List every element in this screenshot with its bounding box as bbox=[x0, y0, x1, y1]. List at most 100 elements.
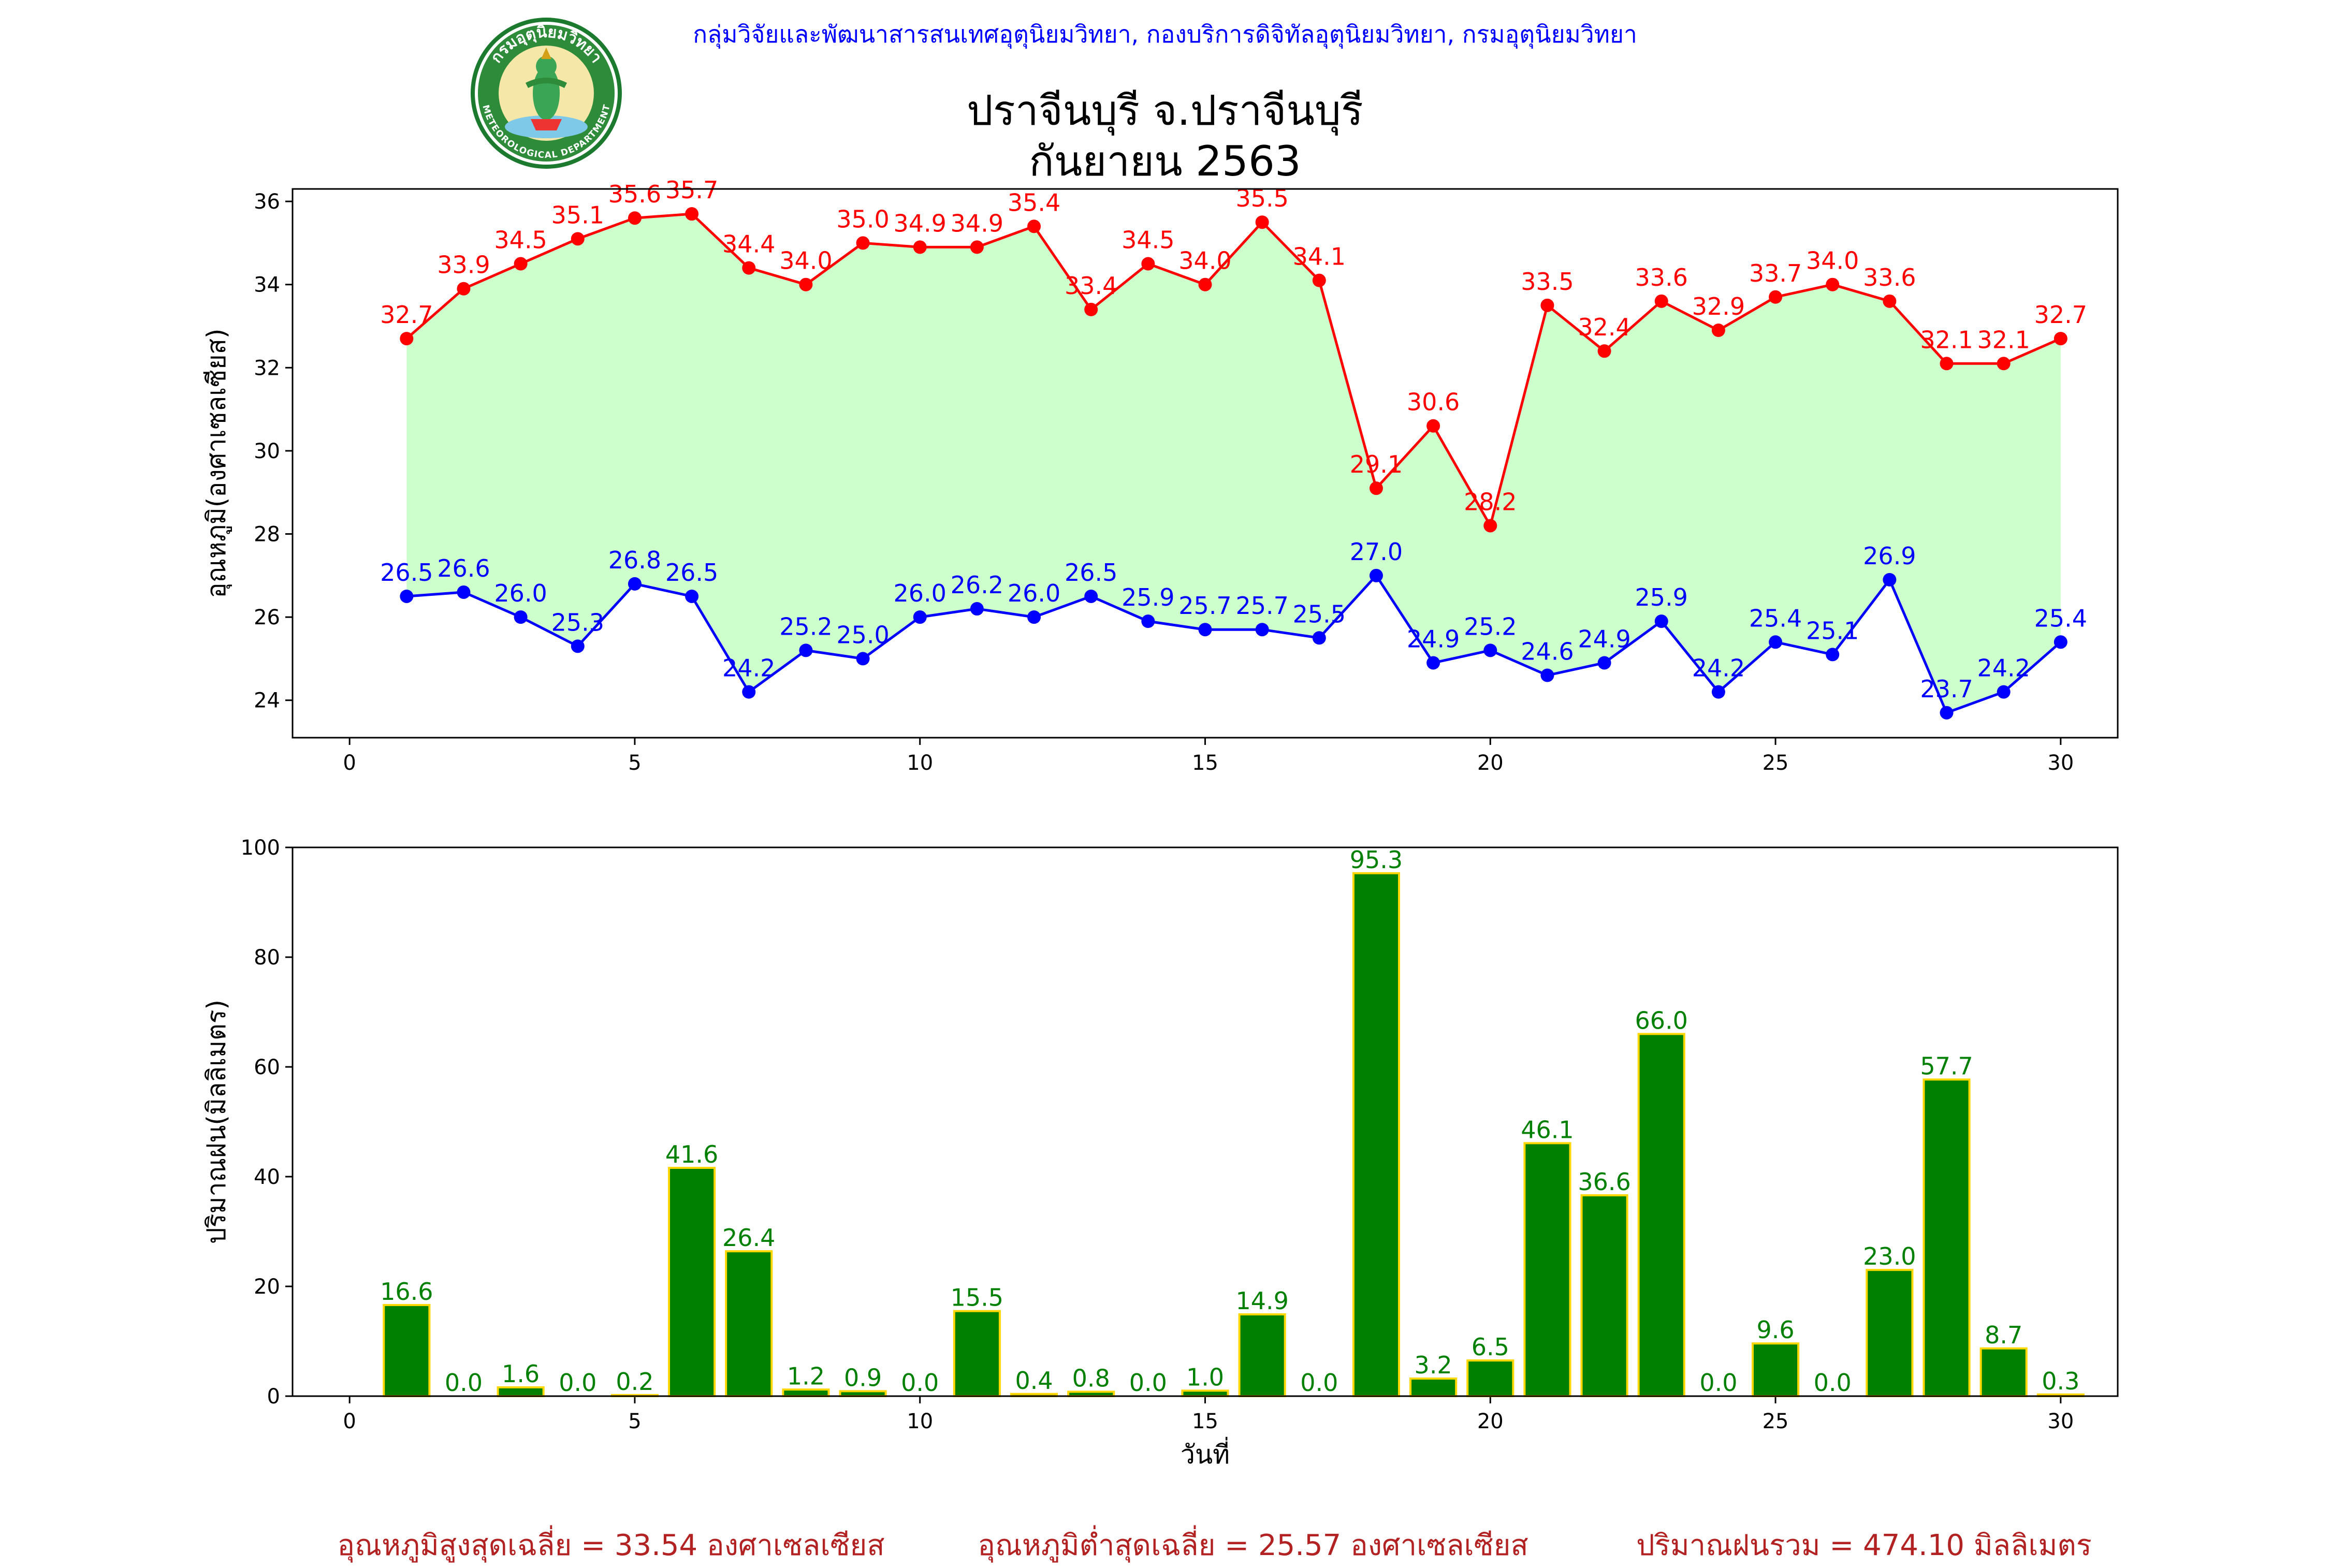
min-temp-data-label: 24.2 bbox=[1977, 654, 2030, 682]
max-temp-point bbox=[1027, 219, 1041, 233]
min-temp-point bbox=[856, 652, 870, 666]
temp-plot-frame bbox=[292, 188, 2119, 739]
max-temp-point bbox=[1369, 481, 1383, 495]
rain-data-label: 0.4 bbox=[1015, 1367, 1053, 1395]
rain-bar bbox=[1466, 1359, 1514, 1398]
station-title: ปราจีนบุรี จ.ปราจีนบุรี bbox=[967, 86, 1363, 135]
rain-data-label: 95.3 bbox=[1350, 846, 1403, 874]
min-temp-point bbox=[1940, 706, 1954, 720]
max-temp-point bbox=[1483, 519, 1497, 533]
max-temp-point bbox=[1711, 324, 1725, 338]
min-temp-point bbox=[970, 602, 984, 616]
min-temp-point bbox=[1540, 668, 1554, 682]
max-temp-point bbox=[856, 236, 870, 250]
max-temp-point bbox=[457, 282, 471, 296]
max-temp-data-label: 33.5 bbox=[1521, 268, 1574, 296]
rain-data-label: 0.0 bbox=[1699, 1369, 1737, 1397]
rain-data-label: 0.8 bbox=[1072, 1365, 1110, 1393]
max-temp-point bbox=[571, 232, 585, 246]
min-temp-point bbox=[1711, 685, 1725, 699]
min-temp-point bbox=[1027, 610, 1041, 624]
min-temp-data-label: 25.9 bbox=[1635, 583, 1688, 611]
rain-data-label: 1.6 bbox=[502, 1360, 540, 1388]
rain-bar bbox=[725, 1250, 773, 1397]
max-temp-data-label: 33.9 bbox=[437, 251, 490, 279]
min-temp-data-label: 25.4 bbox=[1749, 604, 1802, 632]
max-temp-data-label: 32.1 bbox=[1977, 326, 2030, 354]
rain-y-tick-label: 40 bbox=[254, 1165, 280, 1189]
max-temp-point bbox=[1769, 290, 1783, 304]
rain-data-label: 0.9 bbox=[844, 1364, 882, 1391]
min-temp-point bbox=[742, 685, 756, 699]
max-temp-data-label: 29.1 bbox=[1350, 450, 1403, 478]
rain-y-tick-label: 100 bbox=[241, 836, 280, 860]
rain-x-tick-label: 15 bbox=[1192, 1410, 1218, 1433]
max-temp-data-label: 32.9 bbox=[1692, 292, 1745, 320]
rain-data-label: 41.6 bbox=[665, 1140, 718, 1168]
rain-bar bbox=[782, 1388, 830, 1398]
rain-bar bbox=[668, 1167, 716, 1398]
rain-data-label: 23.0 bbox=[1863, 1242, 1916, 1270]
min-temp-data-label: 26.5 bbox=[665, 559, 718, 587]
min-temp-point bbox=[1141, 614, 1155, 628]
rain-data-label: 6.5 bbox=[1472, 1333, 1509, 1361]
rain-data-label: 0.2 bbox=[616, 1368, 653, 1396]
min-temp-data-label: 26.5 bbox=[1065, 559, 1117, 587]
rain-x-tick-label: 5 bbox=[628, 1410, 641, 1433]
min-temp-point bbox=[1426, 656, 1440, 670]
min-temp-data-label: 25.4 bbox=[2034, 604, 2087, 632]
min-temp-point bbox=[1826, 648, 1840, 662]
min-temp-data-label: 24.2 bbox=[1692, 654, 1745, 682]
rain-bar bbox=[1752, 1342, 1800, 1397]
max-temp-point bbox=[1255, 215, 1269, 229]
max-temp-data-label: 33.6 bbox=[1863, 263, 1916, 291]
temp-x-tick-label: 20 bbox=[1477, 751, 1504, 775]
temp-y-axis-label: อุณหภูมิ(องศาเซลเซียส) bbox=[201, 328, 232, 598]
min-temp-data-label: 25.1 bbox=[1806, 617, 1859, 644]
max-temp-point bbox=[1654, 294, 1668, 308]
min-temp-data-label: 27.0 bbox=[1350, 538, 1403, 566]
avg-min-temp: อุณหภูมิต่ำสุดเฉลี่ย = 25.57 องศาเซลเซีย… bbox=[978, 1529, 1528, 1562]
max-temp-data-label: 32.1 bbox=[1920, 326, 1973, 354]
min-temp-point bbox=[1483, 643, 1497, 657]
min-temp-data-label: 24.9 bbox=[1407, 625, 1460, 653]
rain-plot-frame bbox=[292, 846, 2119, 1397]
min-temp-data-label: 26.6 bbox=[437, 554, 490, 582]
max-temp-data-label: 33.6 bbox=[1635, 263, 1688, 291]
min-temp-data-label: 26.8 bbox=[608, 546, 661, 574]
max-temp-data-label: 32.7 bbox=[2034, 301, 2087, 329]
temp-x-tick-label: 15 bbox=[1192, 751, 1218, 775]
rain-data-label: 8.7 bbox=[1985, 1321, 2022, 1349]
rain-bar bbox=[497, 1386, 545, 1398]
rain-data-label: 1.2 bbox=[787, 1362, 825, 1390]
min-temp-data-label: 25.5 bbox=[1293, 600, 1346, 628]
max-temp-point bbox=[742, 261, 756, 275]
temp-x-tick-label: 25 bbox=[1763, 751, 1789, 775]
min-temp-point bbox=[2054, 635, 2067, 649]
rain-bar bbox=[383, 1304, 431, 1398]
max-temp-point bbox=[628, 211, 642, 225]
max-temp-point bbox=[799, 277, 813, 291]
min-temp-point bbox=[400, 589, 414, 603]
min-temp-point bbox=[514, 610, 528, 624]
rain-data-label: 0.0 bbox=[1129, 1369, 1167, 1397]
max-temp-point bbox=[1597, 344, 1611, 358]
min-temp-data-label: 24.2 bbox=[722, 654, 775, 682]
max-temp-data-label: 33.7 bbox=[1749, 259, 1802, 287]
rain-x-tick-label: 10 bbox=[907, 1410, 933, 1433]
max-temp-data-label: 34.4 bbox=[722, 230, 775, 258]
temp-x-tick-label: 30 bbox=[2047, 751, 2074, 775]
min-temp-point bbox=[1369, 568, 1383, 582]
min-temp-point bbox=[1084, 589, 1098, 603]
rain-data-label: 0.0 bbox=[445, 1369, 483, 1397]
max-temp-data-label: 34.1 bbox=[1293, 243, 1346, 271]
max-temp-point bbox=[1426, 419, 1440, 433]
min-temp-point bbox=[1997, 685, 2011, 699]
rain-data-label: 1.0 bbox=[1186, 1363, 1224, 1391]
max-temp-data-label: 34.0 bbox=[779, 247, 832, 275]
min-temp-data-label: 25.3 bbox=[551, 608, 604, 636]
min-temp-data-label: 25.9 bbox=[1122, 583, 1174, 611]
rain-data-label: 0.3 bbox=[2042, 1367, 2079, 1395]
rain-data-label: 0.0 bbox=[1300, 1369, 1338, 1397]
rain-data-label: 0.0 bbox=[1814, 1369, 1852, 1397]
